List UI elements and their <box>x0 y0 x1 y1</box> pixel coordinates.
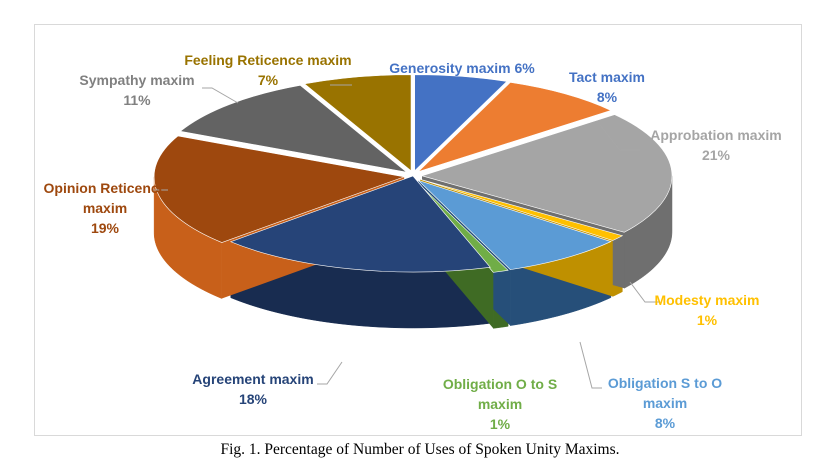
leader-line <box>579 341 602 389</box>
leader-line <box>599 124 640 151</box>
slice-label-line: 11% <box>123 92 151 108</box>
figure-caption: Fig. 1. Percentage of Number of Uses of … <box>220 441 620 458</box>
slice-label-line: 19% <box>91 220 120 236</box>
pie-slice <box>414 74 508 172</box>
slice-label: Approbation maxim 21% <box>650 127 781 163</box>
pie-tops <box>153 74 673 273</box>
slice-label-line: Tact maxim <box>569 69 645 85</box>
slice-label-line: 8% <box>655 415 676 431</box>
slice-label-line: Approbation maxim <box>650 127 781 143</box>
pie-slice <box>418 180 612 270</box>
slice-label-line: maxim <box>83 200 127 216</box>
pie-slice <box>303 74 412 172</box>
slice-label: Obligation O to S maxim 1% <box>443 376 557 432</box>
slice-label-line: Opinion Reticence <box>44 180 167 196</box>
pie-slice <box>153 135 406 243</box>
slice-label-line: maxim <box>643 395 687 411</box>
pie-slice <box>418 82 612 172</box>
slice-label-line: 8% <box>597 89 618 105</box>
slice-label: Modesty maxim 1% <box>654 292 759 328</box>
slice-label-line: maxim <box>478 396 522 412</box>
leader-line <box>202 87 239 104</box>
pie-labels: Generosity maxim 6% Tact maxim 8% Approbati… <box>44 52 782 432</box>
slice-label: Generosity maxim 6% <box>389 60 535 76</box>
pie-chart: Generosity maxim 6% Tact maxim 8% Approbati… <box>44 52 782 432</box>
slice-label-line: Generosity maxim 6% <box>389 60 535 76</box>
slice-label-line: 1% <box>697 312 718 328</box>
leader-line <box>629 281 660 303</box>
slice-label-line: 18% <box>239 391 268 407</box>
slice-label-line: 7% <box>258 72 279 88</box>
leader-line <box>317 361 343 385</box>
slice-label-line: 1% <box>490 416 511 432</box>
pie-slice <box>420 179 624 241</box>
slice-label-line: Modesty maxim <box>654 292 759 308</box>
slice-label: Opinion Reticence maxim 19% <box>44 180 167 236</box>
slice-label: Feeling Reticence maxim 7% <box>184 52 351 88</box>
pie-slice <box>179 85 408 173</box>
pie-slice <box>229 175 491 273</box>
pie-slice <box>415 180 509 273</box>
slice-label-line: Feeling Reticence maxim <box>184 52 351 68</box>
slice-label: Obligation S to O maxim 8% <box>608 375 722 431</box>
slice-label-line: Agreement maxim <box>192 371 313 387</box>
slice-label-line: Obligation O to S <box>443 376 557 392</box>
slice-label: Sympathy maxim 11% <box>79 72 194 108</box>
slice-label-line: Obligation S to O <box>608 375 722 391</box>
slice-label-line: Sympathy maxim <box>79 72 194 88</box>
slice-label: Agreement maxim 18% <box>192 371 313 407</box>
slice-label: Tact maxim 8% <box>569 69 645 105</box>
pie-slice <box>420 114 673 233</box>
slice-label-line: 21% <box>702 147 731 163</box>
